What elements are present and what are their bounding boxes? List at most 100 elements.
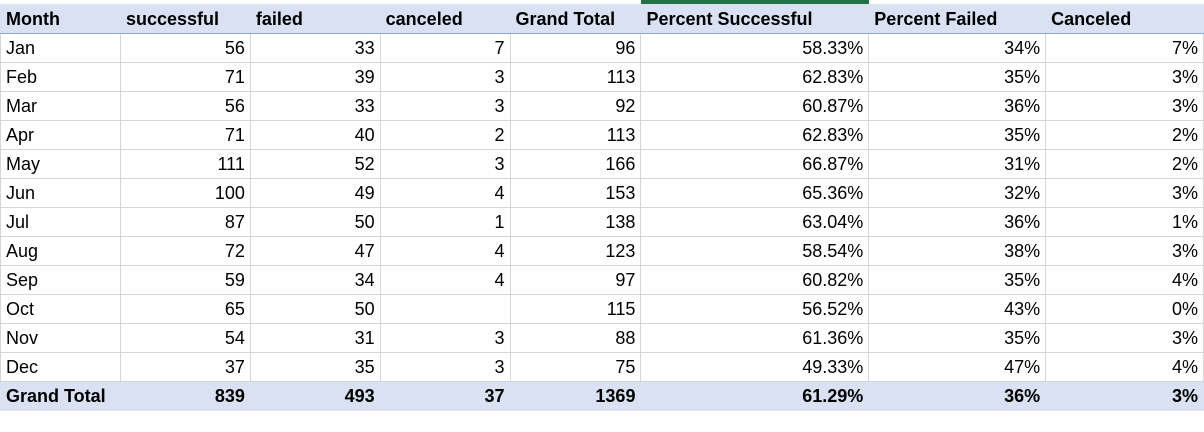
cell-grand-total[interactable]: Grand Total: [509, 4, 642, 34]
cell-percent-successful[interactable]: 61.36%: [640, 323, 870, 353]
cell-failed[interactable]: 47: [249, 236, 381, 266]
cell-month[interactable]: May: [0, 149, 121, 179]
cell-failed[interactable]: 50: [249, 294, 381, 324]
cell-failed[interactable]: 40: [249, 120, 381, 150]
cell-percent-successful[interactable]: 49.33%: [640, 352, 870, 382]
cell-month[interactable]: Jul: [0, 207, 121, 237]
cell-canceled[interactable]: 4: [379, 236, 511, 266]
cell-canceled[interactable]: 4: [379, 178, 511, 208]
cell-successful[interactable]: 65: [119, 294, 251, 324]
cell-canceled-pct[interactable]: 3%: [1045, 91, 1204, 121]
cell-canceled-pct[interactable]: 3%: [1045, 62, 1204, 92]
cell-percent-successful[interactable]: 60.87%: [640, 91, 870, 121]
cell-canceled[interactable]: 3: [379, 62, 511, 92]
cell-successful[interactable]: 59: [119, 265, 251, 295]
cell-successful[interactable]: 71: [119, 62, 251, 92]
cell-month[interactable]: Month: [0, 4, 121, 34]
cell-grand-total[interactable]: 88: [509, 323, 642, 353]
cell-successful[interactable]: 111: [119, 149, 251, 179]
cell-canceled-pct[interactable]: 3%: [1045, 178, 1204, 208]
cell-canceled-pct[interactable]: Canceled: [1045, 4, 1204, 34]
cell-percent-successful[interactable]: 58.33%: [640, 33, 870, 63]
cell-grand-total[interactable]: 153: [509, 178, 642, 208]
cell-grand-total[interactable]: 113: [509, 62, 642, 92]
cell-grand-total[interactable]: 166: [509, 149, 642, 179]
cell-successful[interactable]: 100: [119, 178, 251, 208]
cell-successful[interactable]: 839: [119, 381, 251, 411]
cell-grand-total[interactable]: 97: [509, 265, 642, 295]
cell-failed[interactable]: 34: [249, 265, 381, 295]
cell-canceled[interactable]: 3: [379, 352, 511, 382]
cell-canceled-pct[interactable]: 3%: [1045, 381, 1204, 411]
cell-canceled[interactable]: 7: [379, 33, 511, 63]
cell-month[interactable]: Nov: [0, 323, 121, 353]
cell-grand-total[interactable]: 92: [509, 91, 642, 121]
cell-percent-failed[interactable]: 31%: [868, 149, 1047, 179]
cell-percent-failed[interactable]: 32%: [868, 178, 1047, 208]
cell-canceled-pct[interactable]: 0%: [1045, 294, 1204, 324]
cell-failed[interactable]: 50: [249, 207, 381, 237]
cell-grand-total[interactable]: 123: [509, 236, 642, 266]
cell-successful[interactable]: 71: [119, 120, 251, 150]
cell-percent-failed[interactable]: 35%: [868, 265, 1047, 295]
cell-month[interactable]: Jan: [0, 33, 121, 63]
cell-month[interactable]: Dec: [0, 352, 121, 382]
cell-canceled-pct[interactable]: 2%: [1045, 120, 1204, 150]
cell-month[interactable]: Feb: [0, 62, 121, 92]
cell-canceled-pct[interactable]: 7%: [1045, 33, 1204, 63]
cell-canceled-pct[interactable]: 1%: [1045, 207, 1204, 237]
cell-canceled[interactable]: 3: [379, 91, 511, 121]
cell-canceled-pct[interactable]: 4%: [1045, 265, 1204, 295]
cell-percent-successful[interactable]: 63.04%: [640, 207, 870, 237]
cell-percent-failed[interactable]: 36%: [868, 381, 1047, 411]
cell-month[interactable]: Aug: [0, 236, 121, 266]
cell-percent-failed[interactable]: 36%: [868, 207, 1047, 237]
cell-percent-failed[interactable]: 47%: [868, 352, 1047, 382]
cell-successful[interactable]: 54: [119, 323, 251, 353]
cell-failed[interactable]: 33: [249, 33, 381, 63]
cell-percent-successful[interactable]: 61.29%: [640, 381, 870, 411]
cell-canceled[interactable]: 3: [379, 323, 511, 353]
cell-canceled[interactable]: canceled: [379, 4, 511, 34]
cell-percent-successful[interactable]: 62.83%: [640, 120, 870, 150]
cell-percent-failed[interactable]: Percent Failed: [868, 4, 1047, 34]
cell-failed[interactable]: failed: [249, 4, 381, 34]
cell-percent-failed[interactable]: 36%: [868, 91, 1047, 121]
cell-grand-total[interactable]: 138: [509, 207, 642, 237]
cell-percent-failed[interactable]: 35%: [868, 62, 1047, 92]
cell-successful[interactable]: 56: [119, 33, 251, 63]
cell-percent-failed[interactable]: 35%: [868, 120, 1047, 150]
cell-successful[interactable]: 37: [119, 352, 251, 382]
cell-canceled-pct[interactable]: 4%: [1045, 352, 1204, 382]
cell-grand-total[interactable]: 115: [509, 294, 642, 324]
cell-percent-successful[interactable]: 58.54%: [640, 236, 870, 266]
cell-percent-successful[interactable]: 56.52%: [640, 294, 870, 324]
cell-canceled-pct[interactable]: 3%: [1045, 236, 1204, 266]
cell-canceled[interactable]: 37: [379, 381, 511, 411]
cell-month[interactable]: Mar: [0, 91, 121, 121]
cell-percent-successful[interactable]: Percent Successful: [640, 4, 870, 34]
cell-successful[interactable]: 72: [119, 236, 251, 266]
cell-canceled[interactable]: 3: [379, 149, 511, 179]
cell-successful[interactable]: 87: [119, 207, 251, 237]
cell-month[interactable]: Jun: [0, 178, 121, 208]
cell-grand-total[interactable]: 113: [509, 120, 642, 150]
cell-percent-failed[interactable]: 38%: [868, 236, 1047, 266]
cell-percent-successful[interactable]: 62.83%: [640, 62, 870, 92]
cell-percent-successful[interactable]: 60.82%: [640, 265, 870, 295]
cell-percent-failed[interactable]: 34%: [868, 33, 1047, 63]
cell-canceled-pct[interactable]: 3%: [1045, 323, 1204, 353]
cell-failed[interactable]: 52: [249, 149, 381, 179]
cell-percent-successful[interactable]: 66.87%: [640, 149, 870, 179]
cell-failed[interactable]: 493: [249, 381, 381, 411]
cell-failed[interactable]: 33: [249, 91, 381, 121]
cell-percent-failed[interactable]: 43%: [868, 294, 1047, 324]
cell-canceled[interactable]: 4: [379, 265, 511, 295]
cell-successful[interactable]: 56: [119, 91, 251, 121]
cell-failed[interactable]: 31: [249, 323, 381, 353]
cell-month[interactable]: Sep: [0, 265, 121, 295]
cell-canceled[interactable]: 1: [379, 207, 511, 237]
cell-grand-total[interactable]: 75: [509, 352, 642, 382]
cell-grand-total[interactable]: 96: [509, 33, 642, 63]
cell-failed[interactable]: 35: [249, 352, 381, 382]
